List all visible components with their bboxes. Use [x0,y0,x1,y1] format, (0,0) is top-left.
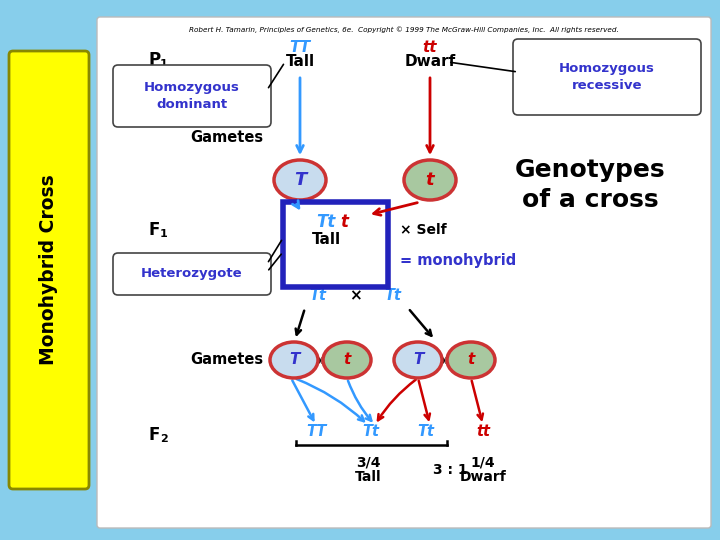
Text: or: or [437,354,451,367]
Text: 3 : 1: 3 : 1 [433,463,467,477]
Text: Gametes: Gametes [190,131,263,145]
Ellipse shape [447,342,495,378]
Ellipse shape [323,342,371,378]
Ellipse shape [394,342,442,378]
Text: Homozygous
recessive: Homozygous recessive [559,62,655,92]
Text: Tall: Tall [285,55,315,70]
Text: or: or [312,354,328,367]
Text: Tt: Tt [384,288,402,303]
Text: Gametes: Gametes [190,353,263,368]
Text: Monohybrid Cross: Monohybrid Cross [40,174,58,366]
Text: Heterozygote: Heterozygote [141,267,243,280]
Text: Tt: Tt [316,213,336,231]
Ellipse shape [404,160,456,200]
Text: Robert H. Tamarin, Principles of Genetics, 6e.  Copyright © 1999 The McGraw-Hill: Robert H. Tamarin, Principles of Genetic… [189,26,619,33]
Text: t: t [426,171,434,189]
Text: Tall: Tall [355,470,382,484]
Text: TT: TT [306,424,326,440]
Text: Genotypes
of a cross: Genotypes of a cross [515,158,665,212]
Text: Tall: Tall [312,233,341,247]
Text: F: F [148,426,159,444]
Text: Tt: Tt [310,288,326,303]
FancyBboxPatch shape [113,65,271,127]
FancyBboxPatch shape [9,51,89,489]
Text: TT: TT [289,40,310,56]
FancyBboxPatch shape [283,202,388,287]
FancyBboxPatch shape [513,39,701,115]
Text: Dwarf: Dwarf [459,470,506,484]
Ellipse shape [270,342,318,378]
Text: Dwarf: Dwarf [405,55,456,70]
Text: Tt: Tt [362,424,379,440]
Text: Homozygous
dominant: Homozygous dominant [144,81,240,111]
Text: T: T [413,353,423,368]
Text: P: P [148,51,160,69]
Text: 2: 2 [160,434,168,444]
Text: 3/4: 3/4 [356,455,380,469]
Text: = monohybrid: = monohybrid [400,253,516,267]
Text: 1: 1 [160,59,168,69]
Text: ×: × [348,288,361,303]
FancyBboxPatch shape [97,17,711,528]
Text: T: T [294,171,306,189]
Text: T: T [289,353,300,368]
Text: tt: tt [423,40,437,56]
FancyBboxPatch shape [113,253,271,295]
Text: × Self: × Self [400,223,446,237]
Text: t: t [340,213,348,231]
Text: tt: tt [476,424,490,440]
Text: Tt: Tt [418,424,434,440]
Text: t: t [467,353,474,368]
Text: t: t [343,353,351,368]
Ellipse shape [274,160,326,200]
Text: 1/4: 1/4 [471,455,495,469]
Text: 1: 1 [160,229,168,239]
Text: F: F [148,221,159,239]
